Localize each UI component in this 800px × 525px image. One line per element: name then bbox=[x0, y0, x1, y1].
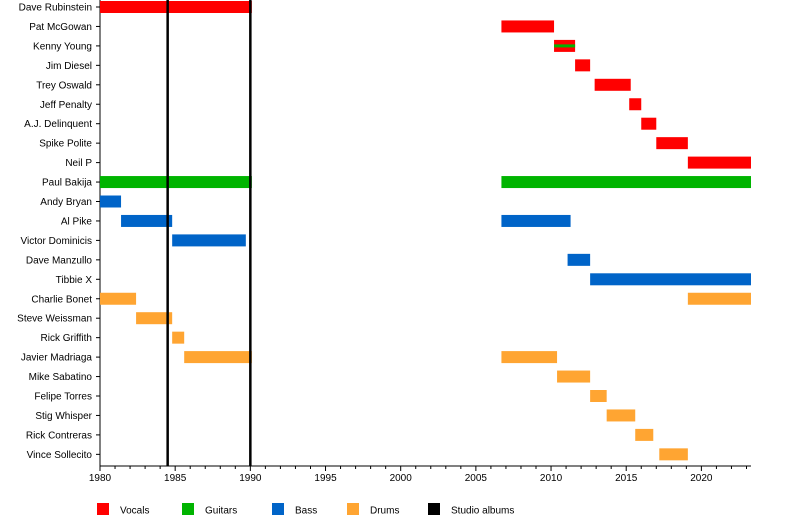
bar-drums bbox=[659, 448, 688, 461]
member-label: Neil P bbox=[65, 158, 92, 169]
bar-bass bbox=[172, 234, 246, 247]
member-label: Mike Sabatino bbox=[29, 372, 93, 383]
member-label: Vince Sollecito bbox=[27, 450, 93, 461]
x-tick-label: 2010 bbox=[540, 473, 563, 484]
bar-vocals bbox=[100, 1, 252, 13]
bar-bass bbox=[590, 273, 751, 286]
member-label: Trey Oswald bbox=[36, 80, 92, 91]
member-label: Rick Contreras bbox=[26, 430, 92, 441]
legend-swatch-guitars bbox=[182, 503, 194, 515]
x-tick-label: 2000 bbox=[390, 473, 413, 484]
legend-swatch-drums bbox=[347, 503, 359, 515]
bar-bass bbox=[501, 214, 571, 227]
bar-vocals bbox=[575, 59, 591, 72]
member-label: Dave Rubinstein bbox=[19, 3, 92, 14]
legend-label-vocals: Vocals bbox=[120, 506, 149, 517]
member-label: Steve Weissman bbox=[17, 314, 92, 325]
x-tick-label: 2020 bbox=[690, 473, 713, 484]
bar-drums bbox=[100, 292, 137, 305]
bar-bass bbox=[100, 195, 122, 208]
bar-bass bbox=[567, 253, 591, 266]
x-tick-label: 2005 bbox=[465, 473, 488, 484]
bar-guitars-stripe bbox=[554, 44, 576, 48]
member-label: Kenny Young bbox=[33, 41, 92, 52]
x-tick-label: 1985 bbox=[164, 473, 187, 484]
member-label: Jeff Penalty bbox=[40, 100, 92, 111]
member-label: Pat McGowan bbox=[29, 22, 92, 33]
member-label: Rick Griffith bbox=[41, 333, 93, 344]
bar-vocals bbox=[641, 117, 657, 130]
bar-drums bbox=[590, 390, 607, 402]
member-label: Charlie Bonet bbox=[31, 294, 92, 305]
bar-drums bbox=[172, 331, 185, 344]
bar-vocals bbox=[687, 156, 751, 169]
x-tick-label: 1990 bbox=[239, 473, 262, 484]
member-label: Al Pike bbox=[61, 216, 93, 227]
legend-swatch-albums bbox=[428, 503, 440, 515]
bar-drums bbox=[501, 351, 558, 364]
legend-label-bass: Bass bbox=[295, 506, 317, 517]
legend-label-guitars: Guitars bbox=[205, 506, 237, 517]
x-tick-label: 2015 bbox=[615, 473, 638, 484]
bar-vocals bbox=[594, 78, 631, 91]
legend-label-albums: Studio albums bbox=[451, 506, 514, 517]
legend-swatch-vocals bbox=[97, 503, 109, 515]
member-label: Andy Bryan bbox=[40, 197, 92, 208]
member-label: Spike Polite bbox=[39, 139, 92, 150]
bar-vocals bbox=[629, 98, 642, 111]
bar-guitars bbox=[501, 176, 751, 189]
member-label: Jim Diesel bbox=[46, 61, 92, 72]
bar-drums bbox=[557, 370, 591, 383]
legend-label-drums: Drums bbox=[370, 506, 399, 517]
x-tick-label: 1980 bbox=[89, 473, 112, 484]
bar-guitars bbox=[100, 176, 252, 189]
legend-swatch-bass bbox=[272, 503, 284, 515]
member-label: Dave Manzullo bbox=[26, 255, 93, 266]
bar-bass bbox=[121, 214, 173, 227]
member-label: Stig Whisper bbox=[35, 411, 92, 422]
member-label: Tibbie X bbox=[56, 275, 93, 286]
bar-drums bbox=[635, 428, 654, 441]
member-label: Javier Madriaga bbox=[21, 353, 93, 364]
x-tick-label: 1995 bbox=[314, 473, 337, 484]
bar-vocals bbox=[656, 137, 688, 150]
member-label: Victor Dominicis bbox=[21, 236, 93, 247]
member-label: Paul Bakija bbox=[42, 178, 92, 189]
member-label: Felipe Torres bbox=[34, 392, 92, 403]
bar-drums bbox=[687, 292, 751, 305]
member-label: A.J. Delinquent bbox=[24, 119, 92, 130]
bar-drums bbox=[136, 312, 173, 325]
bar-drums bbox=[606, 409, 636, 422]
bar-drums bbox=[184, 351, 252, 364]
bar-vocals bbox=[501, 20, 555, 33]
